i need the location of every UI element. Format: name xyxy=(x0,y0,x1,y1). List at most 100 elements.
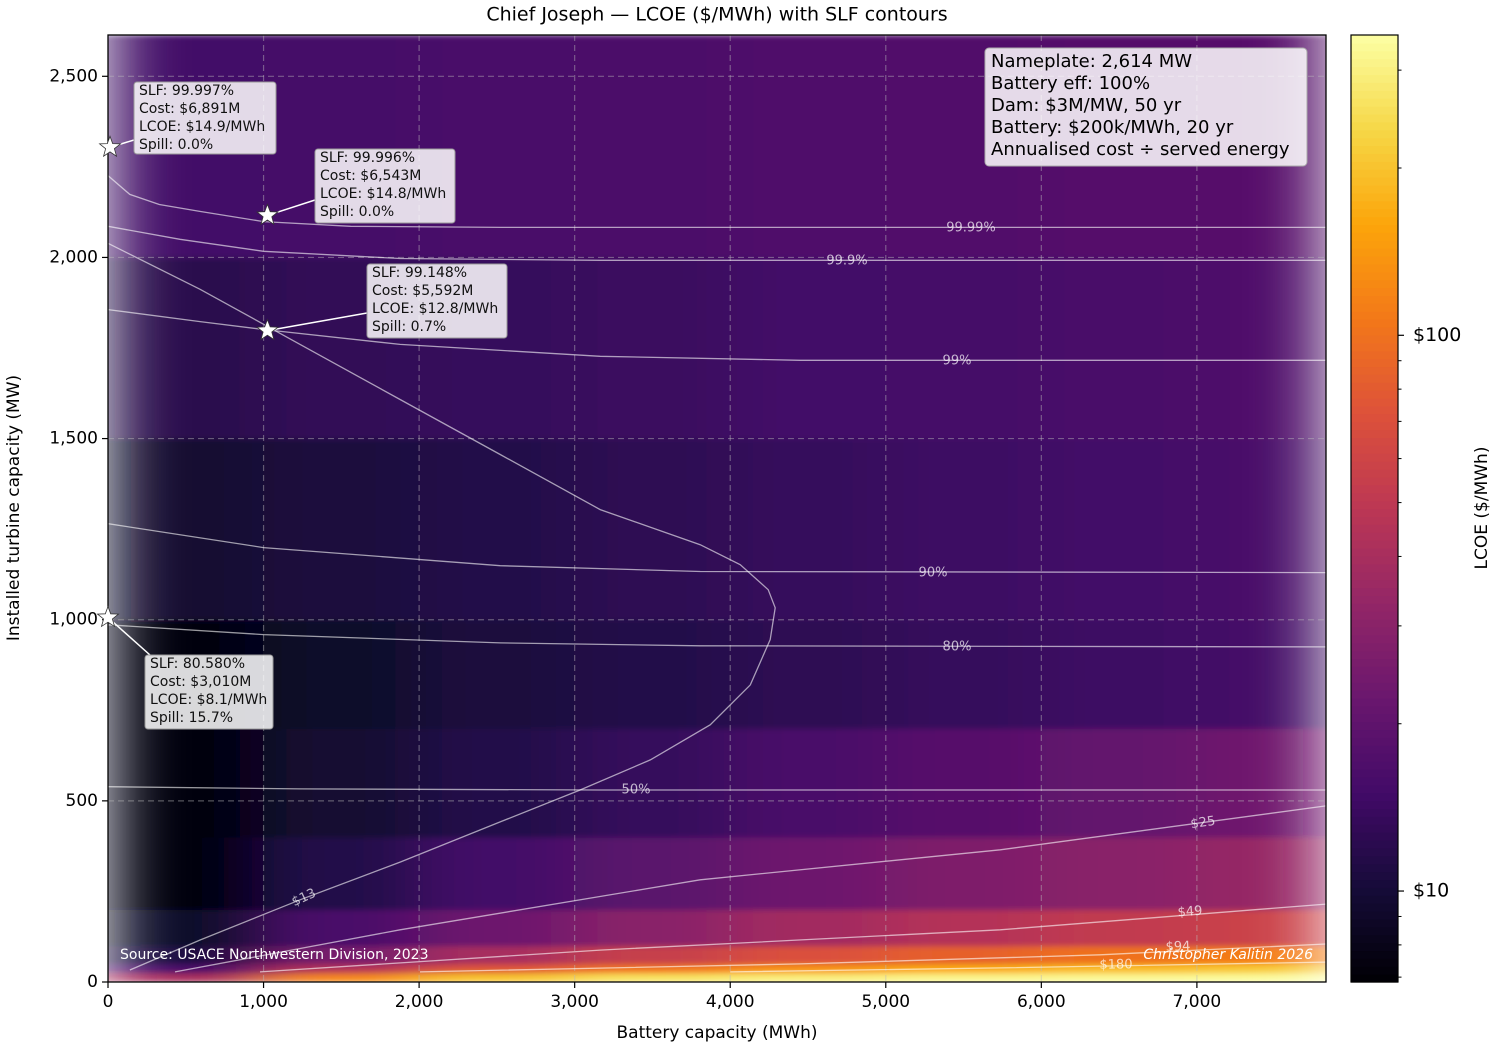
heatmap-cell xyxy=(1040,438,1198,621)
colorbar-swatch xyxy=(1351,374,1398,383)
heatmap-cell xyxy=(574,619,731,729)
heatmap-cell xyxy=(418,727,576,838)
heatmap-cell xyxy=(263,963,420,974)
colorbar-tick-label: $10 xyxy=(1413,880,1449,902)
heatmap-cell xyxy=(263,438,420,621)
annotation-box xyxy=(314,148,456,224)
contour-label: $25 xyxy=(1190,814,1217,832)
heatmap-cell xyxy=(263,35,420,258)
axes: 0 1,000 2,000 3,000 4,000 5,000 6,000 7,000 0 500… xyxy=(49,66,1221,1012)
colorbar-swatch xyxy=(1351,121,1398,131)
heatmap-cell xyxy=(263,972,420,982)
annotation-box xyxy=(133,81,277,155)
colorbar-swatch xyxy=(1351,35,1398,44)
point-star xyxy=(255,318,280,341)
heatmap-cell xyxy=(418,619,576,729)
heatmap-cell xyxy=(1040,256,1198,440)
colorbar-swatch xyxy=(1351,263,1398,273)
contour-line xyxy=(730,961,1326,973)
colorbar-swatch xyxy=(1351,326,1398,336)
heatmap-cell xyxy=(108,836,265,911)
y-tick-label: 2,000 xyxy=(49,247,98,267)
annotation-box xyxy=(144,654,274,730)
colorbar-swatch xyxy=(1351,816,1398,825)
contour-line xyxy=(174,805,1326,973)
heatmap-cell xyxy=(1196,945,1326,965)
heatmap-cell xyxy=(108,438,265,621)
contour-line xyxy=(419,943,1326,973)
colorbar-swatch xyxy=(1351,618,1398,628)
heatmap-cell xyxy=(1040,619,1198,729)
annotation-text: Spill: 15.7% xyxy=(150,710,233,726)
x-tick-label: 7,000 xyxy=(1173,992,1222,1012)
heatmap-cell xyxy=(885,619,1042,729)
colorbar-swatch xyxy=(1351,421,1398,431)
colorbar-swatch xyxy=(1351,879,1398,888)
heatmap-cell xyxy=(885,836,1042,911)
colorbar-swatch xyxy=(1351,350,1398,360)
colorbar-swatch xyxy=(1351,918,1398,928)
y-tick-label: 2,500 xyxy=(49,66,98,86)
annotation-text: SLF: 99.997% xyxy=(139,83,234,99)
colorbar-swatch xyxy=(1351,895,1398,904)
heatmap-cell xyxy=(1040,836,1198,911)
colorbar-swatch xyxy=(1351,800,1398,809)
contour-label: 50% xyxy=(622,783,651,798)
heatmap-cell xyxy=(1040,945,1198,965)
colorbar-swatch xyxy=(1351,721,1398,731)
heatmap-cell xyxy=(574,35,731,258)
x-tick-label: 1,000 xyxy=(239,992,288,1012)
colorbar-swatch xyxy=(1351,595,1398,604)
colorbar-swatch xyxy=(1351,808,1398,817)
x-tick-label: 6,000 xyxy=(1017,992,1066,1012)
colorbar-swatch xyxy=(1351,871,1398,881)
colorbar-swatch xyxy=(1351,910,1398,920)
info-text: Annualised cost ÷ served energy xyxy=(991,139,1290,160)
heatmap-cell xyxy=(1196,438,1326,621)
heatmap-cell xyxy=(418,35,576,258)
heatmap-cell xyxy=(729,35,887,258)
y-tick-label: 1,000 xyxy=(49,610,98,630)
colorbar-swatch xyxy=(1351,445,1398,454)
heatmap-cell xyxy=(418,909,576,947)
heatmap-cell xyxy=(263,909,420,947)
colorbar-swatch xyxy=(1351,650,1398,660)
contour-label: 99.9% xyxy=(826,254,867,269)
colorbar-swatch xyxy=(1351,224,1398,233)
info-text: Battery eff: 100% xyxy=(991,73,1150,94)
contour-line xyxy=(108,624,1326,648)
y-tick-label: 500 xyxy=(66,791,98,811)
annotation-arrow xyxy=(267,312,368,332)
colorbar-swatch xyxy=(1351,42,1398,52)
info-box xyxy=(984,47,1308,167)
annotations: SLF: 99.997% Cost: $6,891M LCOE: $14.9/MWh… xyxy=(96,47,1313,963)
colorbar-swatch xyxy=(1351,516,1398,525)
colorbar-swatch xyxy=(1351,713,1398,723)
colorbar-swatch xyxy=(1351,887,1398,896)
annotation-text: Spill: 0.0% xyxy=(139,137,213,153)
colorbar-swatch xyxy=(1351,674,1398,683)
heatmap-cell xyxy=(885,945,1042,965)
heatmap-cell xyxy=(574,945,731,965)
heatmap-cell xyxy=(1196,619,1326,729)
contour-line xyxy=(108,225,1326,261)
colorbar-swatch xyxy=(1351,366,1398,375)
colorbar-swatch xyxy=(1351,555,1398,565)
heatmap-cell xyxy=(108,727,265,838)
colorbar-swatch xyxy=(1351,216,1398,225)
colorbar-swatch xyxy=(1351,113,1398,123)
heatmap-cell xyxy=(574,909,731,947)
annotation-text: SLF: 99.148% xyxy=(372,265,467,281)
heatmap-cell xyxy=(729,963,887,974)
annotation-text: LCOE: $8.1/MWh xyxy=(150,692,267,708)
heatmap-cell xyxy=(108,945,265,965)
colorbar-swatch xyxy=(1351,208,1398,218)
colorbar-swatch xyxy=(1351,74,1398,83)
colorbar-swatch xyxy=(1351,358,1398,368)
heatmap-cell xyxy=(574,963,731,974)
colorbar-swatch xyxy=(1351,334,1398,344)
colorbar-swatch xyxy=(1351,429,1398,439)
colorbar-swatch xyxy=(1351,508,1398,517)
contour-label: $94 xyxy=(1165,939,1190,955)
